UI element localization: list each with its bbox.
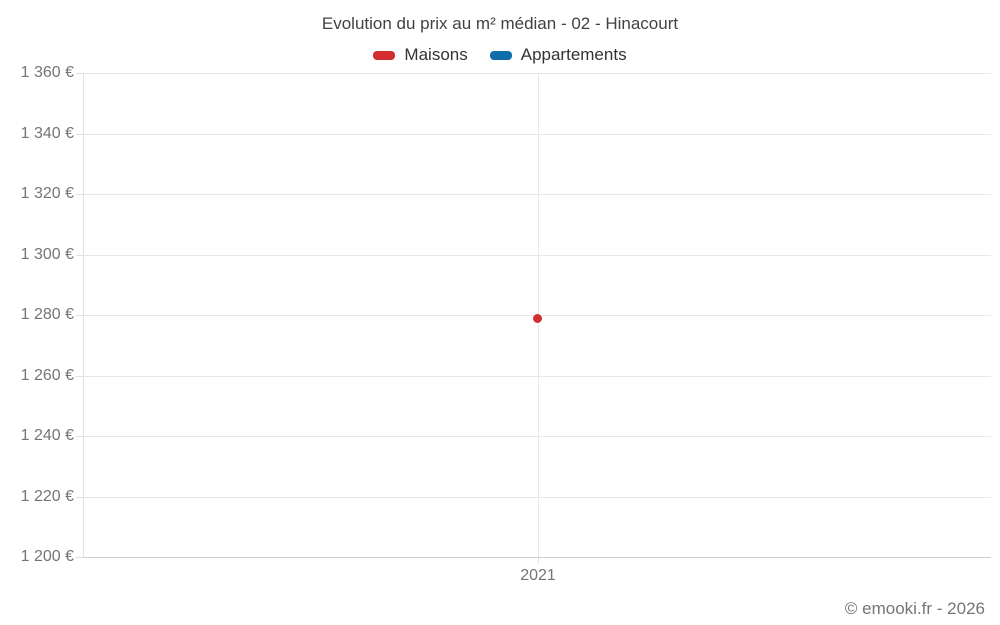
y-gridline: [84, 497, 991, 498]
y-axis-label: 1 240 €: [20, 427, 74, 444]
y-gridline: [84, 134, 991, 135]
legend: Maisons Appartements: [0, 45, 1000, 65]
y-gridline: [84, 73, 991, 74]
appartements-series-swatch-icon: [489, 50, 512, 60]
maisons-series-swatch-icon: [373, 50, 396, 60]
chart-title: Evolution du prix au m² médian - 02 - Hi…: [321, 14, 679, 33]
y-axis-tick: [76, 73, 83, 74]
x-axis-label: 2021: [520, 567, 556, 584]
y-axis-label: 1 280 €: [20, 306, 74, 323]
y-axis-label: 1 260 €: [20, 367, 74, 384]
y-axis-tick: [76, 557, 83, 558]
y-gridline: [84, 194, 991, 195]
y-axis-tick: [76, 315, 83, 316]
y-axis-label: 1 340 €: [20, 125, 74, 142]
y-axis-label: 1 320 €: [20, 185, 74, 202]
y-axis-label: 1 200 €: [20, 548, 74, 565]
legend-item-appartements[interactable]: Appartements: [489, 45, 627, 65]
y-axis-tick: [76, 194, 83, 195]
y-axis-tick: [76, 436, 83, 437]
y-gridline: [84, 255, 991, 256]
y-axis-label: 1 360 €: [20, 64, 74, 81]
copyright: © emooki.fr - 2026: [844, 599, 985, 618]
y-axis-tick: [76, 134, 83, 135]
y-gridline: [84, 376, 991, 377]
y-axis-tick: [76, 255, 83, 256]
legend-label-maisons: Maisons: [404, 45, 468, 64]
y-axis-tick: [76, 376, 83, 377]
legend-label-appartements: Appartements: [520, 45, 627, 64]
y-gridline: [84, 436, 991, 437]
y-axis-tick: [76, 497, 83, 498]
data-point-maisons[interactable]: [533, 313, 542, 323]
y-axis-label: 1 220 €: [20, 488, 74, 505]
y-axis-label: 1 300 €: [20, 246, 74, 263]
x-axis-tick: [538, 558, 539, 563]
legend-item-maisons[interactable]: Maisons: [373, 45, 468, 65]
plot-area: 1 200 € 1 220 € 1 240 € 1 260 € 1 280 € 1 300…: [21, 64, 991, 584]
